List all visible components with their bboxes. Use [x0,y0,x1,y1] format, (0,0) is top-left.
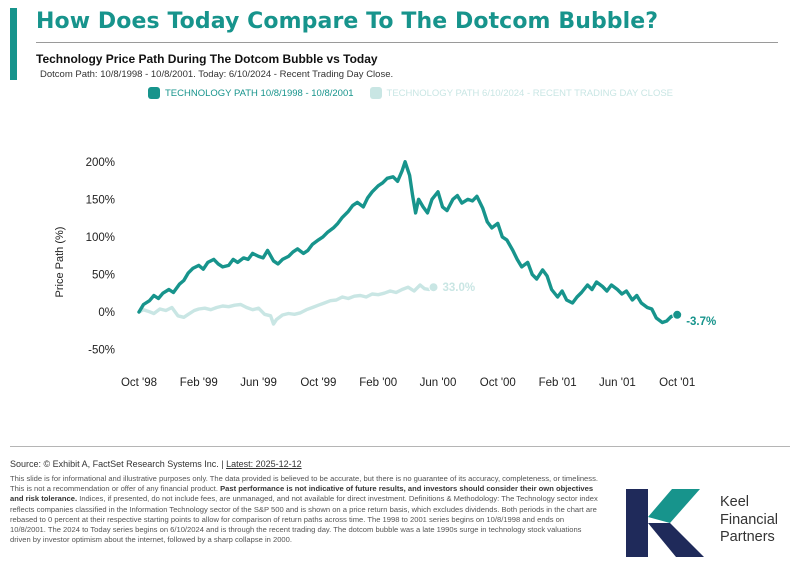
legend-label-dotcom: TECHNOLOGY PATH 10/8/1998 - 10/8/2001 [165,87,354,99]
dotcom-end-label: -3.7% [686,316,716,328]
disclaimer: This slide is for informational and illu… [10,474,602,545]
legend-swatch-today [369,87,382,99]
company-name-line-1: Keel [720,494,750,510]
x-tick-label: Jun '99 [240,377,277,389]
x-tick-label: Feb '99 [180,377,218,389]
x-tick-label: Feb '01 [539,377,577,389]
dotcom-series-line [137,160,679,325]
y-axis-label: Price Path (%) [54,227,66,298]
chart-subtitle: Technology Price Path During The Dotcom … [36,52,378,66]
y-tick-label: 200% [86,157,115,169]
x-tick-label: Oct '00 [480,377,516,389]
dotcom-end-point [672,309,683,320]
source-text: Source: © Exhibit A, FactSet Research Sy… [10,459,227,469]
x-tick-label: Oct '99 [300,377,336,389]
title-accent-bar [10,8,17,80]
y-tick-label: -50% [88,345,115,357]
y-axis-ticks: 200% 150% 100% 50% 0% -50% [86,157,115,357]
disclaimer-part-2: Indices, if presented, do not include fe… [10,494,598,545]
x-tick-label: Oct '01 [659,377,695,389]
x-axis-ticks: Oct '98 Feb '99 Jun '99 Oct '99 Feb '00 Jun '… [121,377,695,389]
title-divider [36,42,778,43]
today-end-point [428,282,439,293]
footer-divider [10,446,790,447]
price-path-chart: 200% 150% 100% 50% 0% -50% Oct '98 Feb '99 Jun … [54,157,716,389]
legend-swatch-dotcom [148,87,160,99]
keel-k-logo-icon [626,489,704,557]
y-tick-label: 100% [86,232,115,244]
y-tick-label: 0% [98,307,115,319]
disclaimer-part-1: This slide is for informational and illu… [10,474,598,494]
legend-item-today[interactable]: TECHNOLOGY PATH 6/10/2024 - RECENT TRADI… [369,87,674,99]
chart-note: Dotcom Path: 10/8/1998 - 10/8/2001. Toda… [40,69,394,80]
disclaimer-bold: Past performance is not indicative of fu… [10,484,594,504]
company-name: Keel Financial Partners [720,494,778,547]
today-series-line [137,283,436,326]
today-end-label: 33.0% [443,282,476,294]
x-tick-label: Feb '00 [359,377,397,389]
latest-date-link[interactable]: Latest: 2025-12-12 [226,459,302,469]
company-name-line-2: Financial [720,511,779,528]
x-tick-label: Oct '98 [121,377,157,389]
source-line: Source: © Exhibit A, FactSet Research Sy… [10,459,302,469]
series-lines: 33.0% -3.7% [137,160,716,328]
y-tick-label: 150% [86,194,115,206]
x-tick-label: Jun '01 [599,377,636,389]
x-tick-label: Jun '00 [420,377,457,389]
y-tick-label: 50% [92,269,115,281]
legend-label-today: TECHNOLOGY PATH 6/10/2024 - RECENT TRADI… [386,87,674,99]
chart-legend: TECHNOLOGY PATH 10/8/1998 - 10/8/2001 TE… [148,87,673,99]
legend-item-dotcom[interactable]: TECHNOLOGY PATH 10/8/1998 - 10/8/2001 [148,87,354,99]
company-name-line-3: Partners [720,529,775,546]
page-title: How Does Today Compare To The Dotcom Bub… [36,9,659,34]
